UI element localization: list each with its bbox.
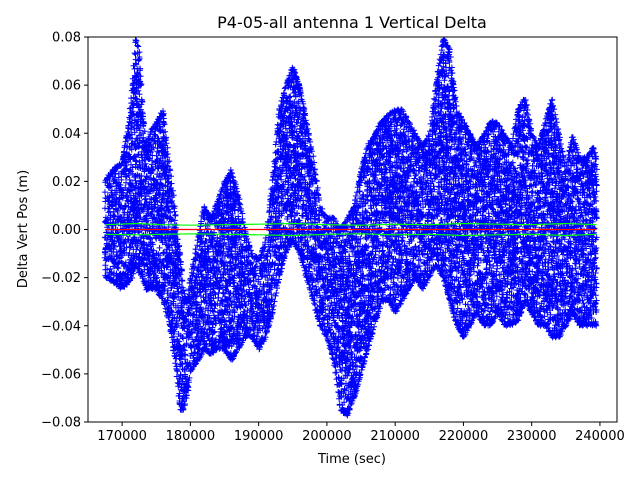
y-tick-label: 0.02 bbox=[52, 175, 81, 190]
x-tick-label: 170000 bbox=[97, 429, 147, 444]
y-tick-label: −0.02 bbox=[41, 271, 81, 286]
y-tick-label: 0.06 bbox=[52, 79, 81, 94]
x-tick-label: 230000 bbox=[507, 429, 557, 444]
axes-layer: 170000 180000 190000 200000 210000 220000 2300… bbox=[41, 31, 625, 445]
chart-title: P4-05-all antenna 1 Vertical Delta bbox=[217, 13, 487, 32]
series-line-2 bbox=[105, 233, 597, 237]
x-axis-label: Time (sec) bbox=[317, 452, 386, 467]
y-tick-label: −0.08 bbox=[41, 416, 81, 431]
y-tick-label: 0.08 bbox=[52, 31, 81, 46]
y-tick-label: 0.04 bbox=[52, 127, 81, 142]
plot-frame bbox=[87, 36, 618, 423]
series-markers bbox=[101, 37, 600, 419]
y-tick-label: 0.00 bbox=[52, 223, 81, 238]
x-tick-label: 190000 bbox=[234, 429, 284, 444]
y-tick-label: −0.06 bbox=[41, 367, 81, 382]
x-tick-label: 180000 bbox=[166, 429, 216, 444]
x-tick-label: 240000 bbox=[575, 429, 625, 444]
y-axis-label: Delta Vert Pos (m) bbox=[16, 170, 31, 288]
x-tick-label: 210000 bbox=[370, 429, 420, 444]
y-tick-label: −0.04 bbox=[41, 319, 81, 334]
x-tick-label: 200000 bbox=[302, 429, 352, 444]
x-tick-label: 220000 bbox=[439, 429, 489, 444]
data-layer bbox=[101, 37, 600, 419]
series-line-1 bbox=[105, 222, 597, 226]
